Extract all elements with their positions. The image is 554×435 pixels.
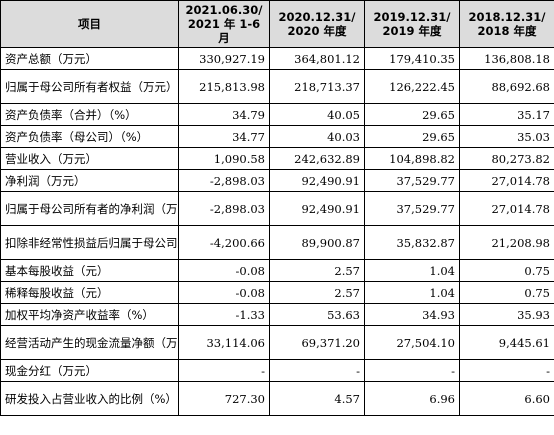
cell-value: 29.65 [364,125,460,148]
cell-value: 6.60 [459,381,554,416]
table-header-row: 项目 2021.06.30/2021 年 1-6 月 2020.12.31/20… [0,0,554,48]
cell-value: 364,801.12 [269,47,365,70]
cell-value: 33,114.06 [178,325,270,360]
cell-value: -0.08 [178,259,270,282]
cell-value: 35.93 [459,303,554,326]
row-label: 归属于母公司所有者的净利润（万元） [0,191,179,226]
cell-value: - [178,359,270,382]
row-label: 加权平均净资产收益率（%） [0,303,179,326]
cell-value: 92,490.91 [269,191,365,226]
row-revenue: 营业收入（万元） 1,090.58 242,632.89 104,898.82 … [0,147,554,170]
cell-value: 35.03 [459,125,554,148]
row-debt-ratio-parent: 资产负债率（母公司）（%） 34.77 40.03 29.65 35.03 [0,125,554,148]
row-net-profit: 净利润（万元） -2,898.03 92,490.91 37,529.77 27… [0,169,554,192]
cell-value: 29.65 [364,103,460,126]
cell-value: 9,445.61 [459,325,554,360]
row-diluted-eps: 稀释每股收益（元） -0.08 2.57 1.04 0.75 [0,281,554,304]
header-2019: 2019.12.31/2019 年度 [364,0,460,48]
cell-value: 136,808.18 [459,47,554,70]
cell-value: -0.08 [178,281,270,304]
row-parent-equity: 归属于母公司所有者权益（万元） 215,813.98 218,713.37 12… [0,69,554,104]
cell-value: 34.93 [364,303,460,326]
row-parent-net-profit: 归属于母公司所有者的净利润（万元） -2,898.03 92,490.91 37… [0,191,554,226]
cell-value: 242,632.89 [269,147,365,170]
row-label: 研发投入占营业收入的比例（%） [0,381,179,416]
cell-value: 330,927.19 [178,47,270,70]
cell-value: 104,898.82 [364,147,460,170]
cell-value: 89,900.87 [269,225,365,260]
row-label: 稀释每股收益（元） [0,281,179,304]
row-label: 资产总额（万元） [0,47,179,70]
cell-value: 34.79 [178,103,270,126]
row-label: 资产负债率（母公司）（%） [0,125,179,148]
cell-value: 69,371.20 [269,325,365,360]
row-label: 归属于母公司所有者权益（万元） [0,69,179,104]
cell-value: - [459,359,554,382]
cell-value: 2.57 [269,259,365,282]
cell-value: 218,713.37 [269,69,365,104]
cell-value: 35,832.87 [364,225,460,260]
row-label: 营业收入（万元） [0,147,179,170]
row-deducted-net-profit: 扣除非经常性损益后归属于母公司所有者的净利润（万元） -4,200.66 89,… [0,225,554,260]
cell-value: 35.17 [459,103,554,126]
cell-value: 40.05 [269,103,365,126]
cell-value: -2,898.03 [178,191,270,226]
cell-value: 0.75 [459,259,554,282]
cell-value: 215,813.98 [178,69,270,104]
row-total-assets: 资产总额（万元） 330,927.19 364,801.12 179,410.3… [0,47,554,70]
cell-value: 27,014.78 [459,191,554,226]
financial-indicators-table: 项目 2021.06.30/2021 年 1-6 月 2020.12.31/20… [0,0,554,416]
header-2020: 2020.12.31/2020 年度 [269,0,365,48]
cell-value: 80,273.82 [459,147,554,170]
cell-value: 6.96 [364,381,460,416]
row-rd-ratio: 研发投入占营业收入的比例（%） 727.30 4.57 6.96 6.60 [0,381,554,416]
cell-value: 126,222.45 [364,69,460,104]
row-debt-ratio-consolidated: 资产负债率（合并）（%） 34.79 40.05 29.65 35.17 [0,103,554,126]
cell-value: 40.03 [269,125,365,148]
row-label: 基本每股收益（元） [0,259,179,282]
cell-value: 1.04 [364,259,460,282]
cell-value: - [269,359,365,382]
cell-value: 2.57 [269,281,365,304]
cell-value: 37,529.77 [364,191,460,226]
cell-value: -4,200.66 [178,225,270,260]
row-label: 扣除非经常性损益后归属于母公司所有者的净利润（万元） [0,225,179,260]
cell-value: 1,090.58 [178,147,270,170]
header-item: 项目 [0,0,179,48]
cell-value: -2,898.03 [178,169,270,192]
row-label: 净利润（万元） [0,169,179,192]
header-2018: 2018.12.31/2018 年度 [459,0,554,48]
row-label: 经营活动产生的现金流量净额（万元） [0,325,179,360]
cell-value: -1.33 [178,303,270,326]
cell-value: 0.75 [459,281,554,304]
row-label: 资产负债率（合并）（%） [0,103,179,126]
row-operating-cash-flow: 经营活动产生的现金流量净额（万元） 33,114.06 69,371.20 27… [0,325,554,360]
cell-value: 53.63 [269,303,365,326]
row-cash-dividend: 现金分红（万元） - - - - [0,359,554,382]
cell-value: 179,410.35 [364,47,460,70]
cell-value: 4.57 [269,381,365,416]
row-roe: 加权平均净资产收益率（%） -1.33 53.63 34.93 35.93 [0,303,554,326]
cell-value: 37,529.77 [364,169,460,192]
row-label: 现金分红（万元） [0,359,179,382]
header-2021h1: 2021.06.30/2021 年 1-6 月 [178,0,270,48]
cell-value: 92,490.91 [269,169,365,192]
cell-value: 27,504.10 [364,325,460,360]
cell-value: 34.77 [178,125,270,148]
row-basic-eps: 基本每股收益（元） -0.08 2.57 1.04 0.75 [0,259,554,282]
cell-value: 727.30 [178,381,270,416]
cell-value: 27,014.78 [459,169,554,192]
cell-value: 88,692.68 [459,69,554,104]
cell-value: - [364,359,460,382]
cell-value: 1.04 [364,281,460,304]
cell-value: 21,208.98 [459,225,554,260]
